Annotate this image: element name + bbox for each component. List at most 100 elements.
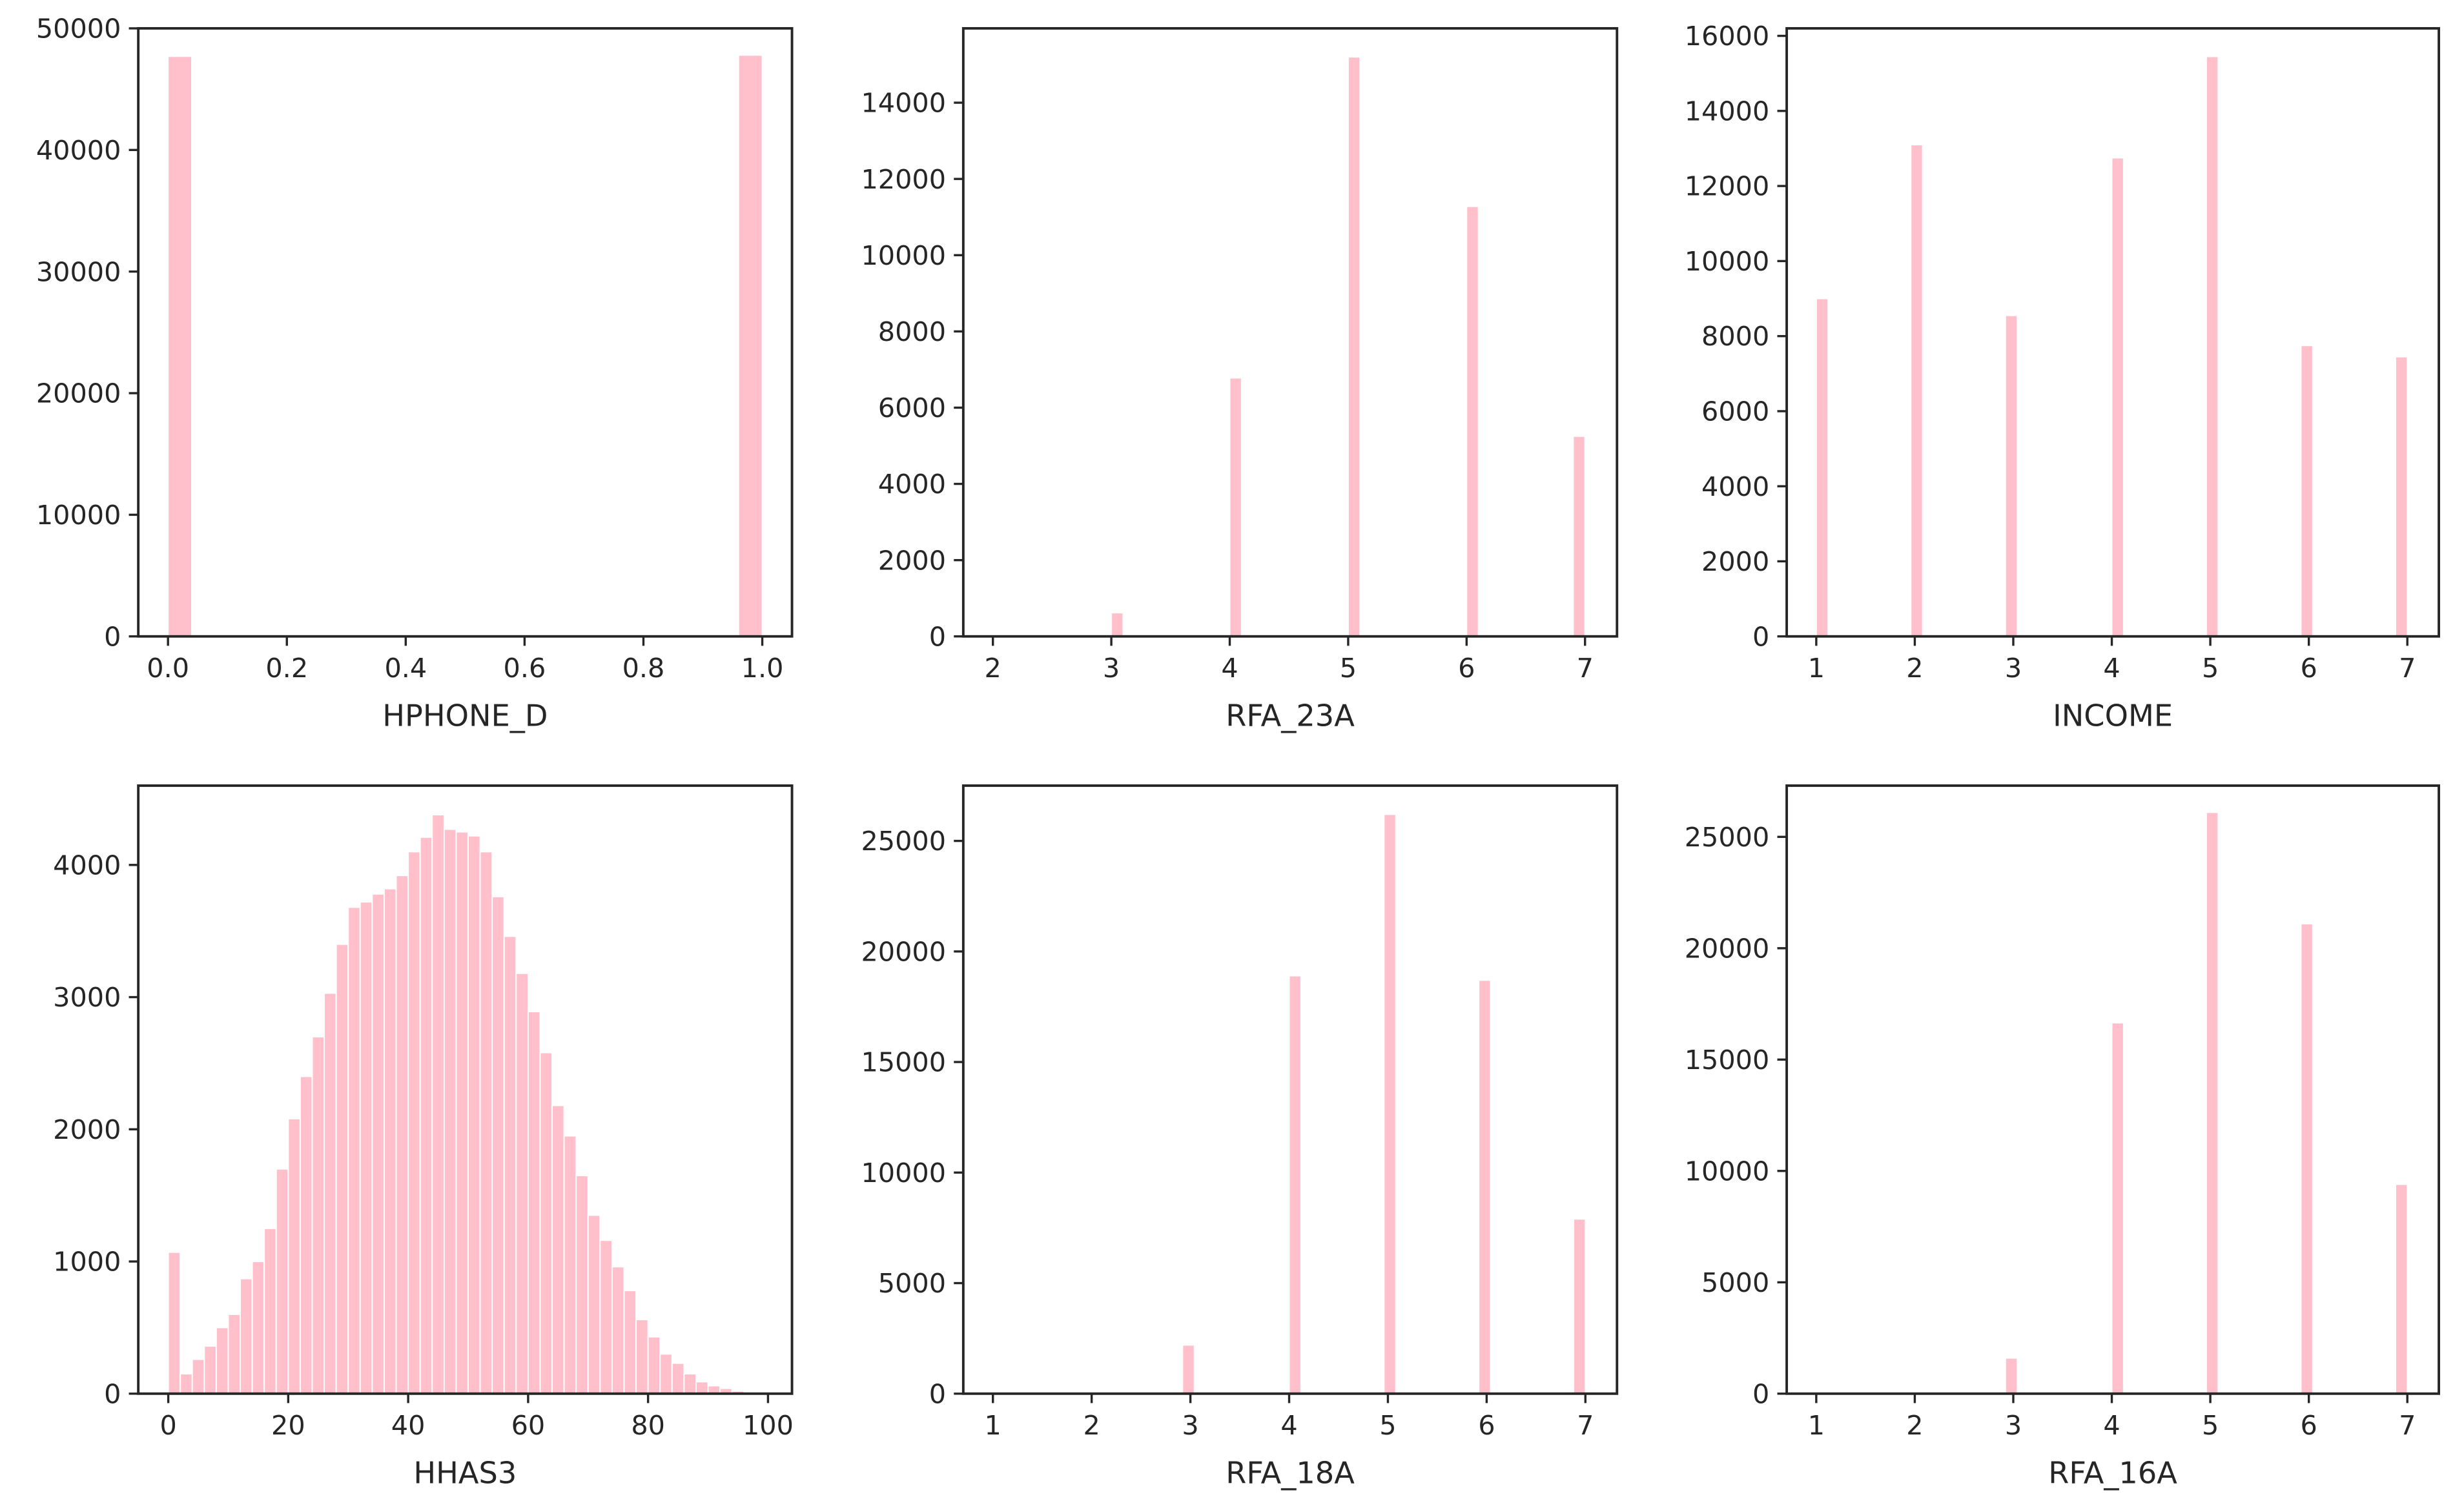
x-tick-label: 2 <box>1906 653 1923 684</box>
bar <box>647 1336 661 1394</box>
bar <box>431 814 445 1394</box>
y-tick-label: 50000 <box>36 14 121 45</box>
y-tick-label: 2000 <box>53 1114 121 1145</box>
y-tick-label: 8000 <box>1701 321 1769 352</box>
bar <box>347 906 361 1394</box>
bar <box>1182 1344 1195 1394</box>
bar <box>671 1362 685 1394</box>
bar <box>635 1319 649 1394</box>
bar <box>1466 205 1479 637</box>
bar <box>335 943 349 1394</box>
bar <box>311 1036 325 1394</box>
bar <box>2300 923 2314 1394</box>
x-tick-label: 6 <box>2301 1410 2317 1441</box>
x-tick-label: 7 <box>2399 1410 2416 1441</box>
bar <box>2111 157 2124 637</box>
x-tick-label: 6 <box>2301 653 2317 684</box>
x-tick-label: 7 <box>2399 653 2416 684</box>
y-tick-label: 0 <box>1752 1378 1769 1409</box>
x-axis-label: HPHONE_D <box>382 698 548 733</box>
bar <box>695 1381 709 1394</box>
y-tick-label: 4000 <box>1701 471 1769 502</box>
bar <box>251 1261 265 1394</box>
bar <box>1347 56 1361 637</box>
x-tick-label: 2 <box>1906 1410 1923 1441</box>
bar <box>539 1052 553 1394</box>
x-axis-label: RFA_23A <box>1226 698 1355 733</box>
bar <box>203 1345 217 1394</box>
y-tick-label: 16000 <box>1685 21 1770 52</box>
bar <box>1910 144 1924 637</box>
x-tick-label: 3 <box>2005 1410 2022 1441</box>
y-tick-label: 40000 <box>36 135 121 166</box>
y-tick-label: 3000 <box>53 982 121 1013</box>
y-tick-label: 6000 <box>1701 396 1769 427</box>
bar <box>215 1327 229 1394</box>
y-tick-label: 10000 <box>36 500 121 531</box>
y-tick-label: 2000 <box>1701 546 1769 577</box>
y-tick-label: 5000 <box>878 1268 946 1299</box>
bar <box>503 935 517 1394</box>
bar <box>515 972 529 1394</box>
x-tick-label: 100 <box>743 1410 794 1441</box>
y-tick-label: 10000 <box>1685 246 1770 277</box>
y-tick-label: 4000 <box>878 469 946 500</box>
bar <box>395 875 409 1394</box>
y-tick-label: 8000 <box>878 316 946 347</box>
x-tick-label: 1 <box>985 1410 1001 1441</box>
bar <box>371 893 385 1394</box>
bar <box>1478 979 1492 1394</box>
y-tick-label: 10000 <box>861 1158 946 1189</box>
y-tick-label: 0 <box>929 1378 946 1409</box>
x-tick-label: 1 <box>1808 653 1825 684</box>
y-tick-label: 20000 <box>861 936 946 967</box>
x-tick-label: 20 <box>271 1410 305 1441</box>
x-tick-label: 5 <box>2202 653 2219 684</box>
y-tick-label: 15000 <box>861 1047 946 1078</box>
bar <box>1229 377 1242 637</box>
bar <box>737 54 763 637</box>
bar <box>240 1278 253 1394</box>
x-tick-label: 5 <box>2202 1410 2219 1441</box>
bar <box>455 831 469 1394</box>
y-tick-label: 2000 <box>878 545 946 576</box>
x-tick-label: 4 <box>1221 653 1238 684</box>
y-tick-label: 25000 <box>861 826 946 857</box>
bar <box>1572 435 1586 637</box>
y-tick-label: 15000 <box>1685 1045 1770 1076</box>
bar <box>419 836 433 1394</box>
bar <box>167 56 192 637</box>
bar <box>599 1240 613 1394</box>
y-tick-label: 20000 <box>1685 933 1770 964</box>
x-tick-label: 3 <box>1103 653 1120 684</box>
axes-frame <box>137 26 794 638</box>
x-tick-label: 3 <box>2005 653 2022 684</box>
y-tick-label: 20000 <box>36 378 121 409</box>
bar <box>551 1105 565 1394</box>
axes-frame <box>137 784 794 1395</box>
x-tick-label: 5 <box>1379 1410 1396 1441</box>
y-tick-label: 10000 <box>1685 1156 1770 1187</box>
bar <box>167 1251 181 1394</box>
y-tick-label: 12000 <box>861 164 946 195</box>
bar <box>299 1076 313 1394</box>
y-tick-label: 4000 <box>53 850 121 881</box>
x-tick-label: 4 <box>2103 653 2120 684</box>
bar <box>2206 811 2219 1394</box>
bar <box>359 901 373 1394</box>
bar <box>191 1358 205 1394</box>
bar <box>1383 813 1397 1394</box>
x-tick-label: 2 <box>985 653 1001 684</box>
x-tick-label: 0.0 <box>147 653 189 684</box>
x-axis-label: RFA_16A <box>2048 1456 2177 1491</box>
bar <box>384 888 397 1394</box>
x-tick-label: 5 <box>1340 653 1357 684</box>
x-tick-label: 0.6 <box>504 653 546 684</box>
y-tick-label: 12000 <box>1685 171 1770 202</box>
x-axis-label: HHAS3 <box>413 1456 517 1491</box>
y-tick-label: 25000 <box>1685 822 1770 853</box>
bar <box>287 1117 301 1394</box>
y-tick-label: 0 <box>929 621 946 652</box>
